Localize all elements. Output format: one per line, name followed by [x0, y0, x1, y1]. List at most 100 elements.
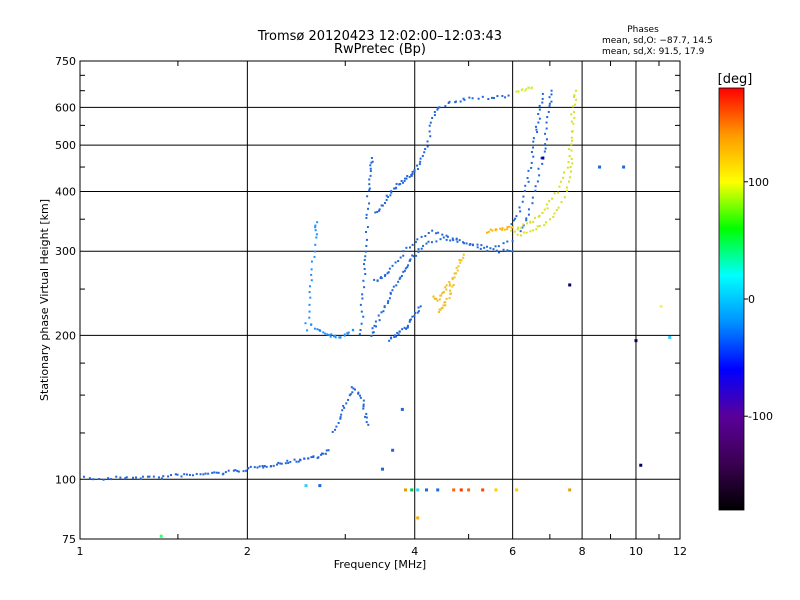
- data-point: [391, 264, 394, 267]
- data-point: [390, 190, 393, 193]
- data-point: [320, 453, 323, 456]
- data-point: [573, 103, 576, 106]
- data-point: [310, 273, 313, 276]
- data-point: [314, 250, 317, 253]
- data-point: [455, 266, 458, 269]
- data-point: [371, 331, 374, 334]
- data-point: [531, 196, 534, 199]
- data-point: [361, 297, 364, 300]
- data-point: [378, 209, 381, 212]
- data-point: [315, 236, 318, 239]
- data-point: [262, 466, 265, 469]
- data-point: [456, 269, 459, 272]
- data-point: [199, 473, 202, 476]
- data-point: [548, 96, 551, 99]
- data-point: [425, 488, 429, 492]
- data-point: [525, 219, 528, 222]
- data-point: [417, 248, 420, 251]
- data-point: [334, 336, 337, 339]
- data-point: [141, 475, 144, 478]
- data-point: [568, 283, 572, 287]
- data-point: [548, 104, 551, 107]
- data-point: [557, 206, 560, 209]
- data-point: [532, 140, 535, 143]
- data-point: [462, 97, 465, 100]
- data-point: [387, 300, 390, 303]
- data-point: [289, 460, 292, 463]
- data-point: [358, 333, 361, 336]
- data-point: [541, 156, 545, 160]
- chart-subtitle: RwPretec (Bp): [334, 42, 426, 57]
- data-point: [569, 166, 572, 169]
- data-point: [490, 96, 493, 99]
- data-point: [411, 243, 414, 246]
- grid-lines: [80, 61, 680, 539]
- data-point: [339, 336, 342, 339]
- data-point: [445, 297, 448, 300]
- data-point: [388, 267, 391, 270]
- data-point: [541, 92, 544, 95]
- data-point: [410, 488, 414, 492]
- data-point: [115, 475, 118, 478]
- data-point: [365, 244, 368, 247]
- data-point: [419, 305, 422, 308]
- data-point: [403, 269, 406, 272]
- data-point: [427, 232, 430, 235]
- data-point: [522, 195, 525, 198]
- data-point: [548, 200, 551, 203]
- data-point: [550, 100, 553, 103]
- data-point: [337, 421, 340, 424]
- data-point: [477, 97, 480, 100]
- data-point: [517, 226, 520, 229]
- data-point: [530, 166, 533, 169]
- data-point: [514, 217, 517, 220]
- data-point: [404, 488, 408, 492]
- data-point: [519, 210, 522, 213]
- data-point: [445, 284, 448, 287]
- data-point: [317, 456, 320, 459]
- data-point: [92, 478, 95, 481]
- data-point: [397, 260, 400, 263]
- data-point: [361, 293, 364, 296]
- data-point: [465, 242, 468, 245]
- data-point: [463, 242, 466, 245]
- data-point: [398, 330, 401, 333]
- data-point: [330, 333, 333, 336]
- data-point: [362, 399, 365, 402]
- data-point: [571, 130, 574, 133]
- data-point: [306, 329, 309, 332]
- data-point: [523, 189, 526, 192]
- data-point: [213, 471, 216, 474]
- data-point: [308, 303, 311, 306]
- data-point: [132, 476, 135, 479]
- data-point: [503, 228, 506, 231]
- data-point: [397, 280, 400, 283]
- data-point: [426, 140, 429, 143]
- data-point: [390, 191, 393, 194]
- data-point: [397, 333, 400, 336]
- data-point: [495, 228, 498, 231]
- data-point: [185, 473, 188, 476]
- data-point: [502, 248, 505, 251]
- data-point: [639, 463, 643, 467]
- data-point: [378, 208, 381, 211]
- data-point: [314, 224, 317, 227]
- data-point: [339, 416, 342, 419]
- data-point: [176, 473, 179, 476]
- data-point: [406, 175, 409, 178]
- data-point: [451, 237, 454, 240]
- data-point: [441, 306, 444, 309]
- data-point: [451, 277, 454, 280]
- data-point: [558, 185, 561, 188]
- data-point: [479, 247, 482, 250]
- data-point: [385, 198, 388, 201]
- data-point: [416, 168, 419, 171]
- data-point: [428, 130, 431, 133]
- data-point: [399, 276, 402, 279]
- x-tick-label: 12: [673, 545, 687, 558]
- data-point: [332, 335, 335, 338]
- data-point: [436, 488, 440, 492]
- data-point: [549, 218, 552, 221]
- data-point: [395, 182, 398, 185]
